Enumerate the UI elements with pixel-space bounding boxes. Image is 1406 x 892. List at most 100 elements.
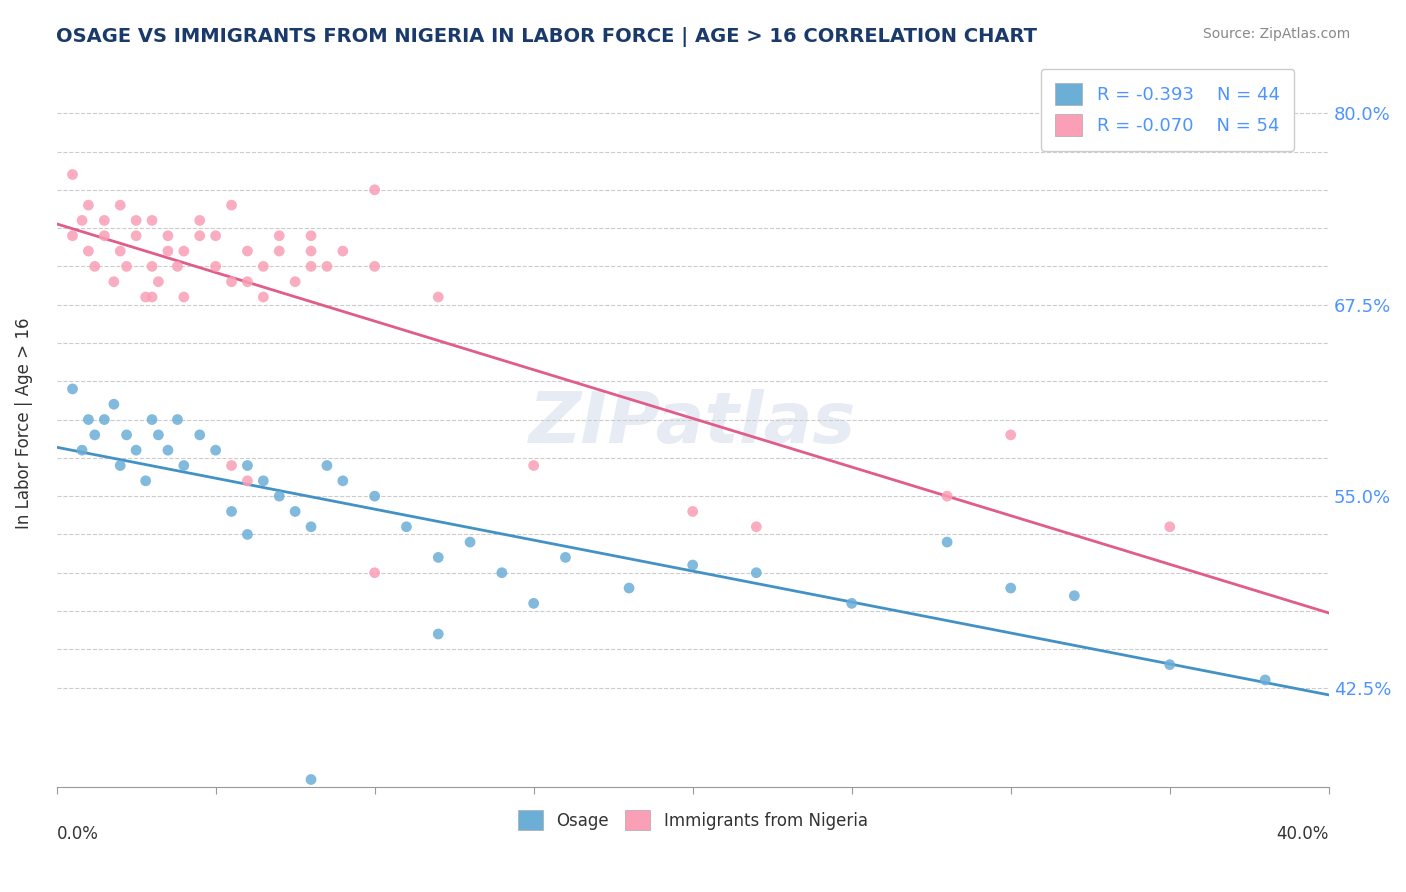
Point [299, 244, 322, 258]
Point [236, 244, 259, 258]
Point [70, 213, 93, 227]
Point [93, 228, 115, 243]
Point [252, 260, 274, 274]
Point [1159, 657, 1181, 672]
Point [70, 443, 93, 458]
Point [156, 244, 179, 258]
Point [936, 489, 959, 503]
Text: ZIPatlas: ZIPatlas [529, 389, 856, 458]
Point [284, 504, 307, 518]
Point [427, 290, 450, 304]
Point [77, 244, 100, 258]
Point [363, 489, 385, 503]
Point [221, 198, 243, 212]
Point [363, 183, 385, 197]
Point [363, 566, 385, 580]
Point [156, 228, 179, 243]
Point [236, 275, 259, 289]
Point [427, 627, 450, 641]
Point [141, 213, 163, 227]
Point [236, 474, 259, 488]
Point [221, 458, 243, 473]
Point [363, 260, 385, 274]
Point [173, 458, 195, 473]
Point [332, 244, 354, 258]
Point [1000, 581, 1022, 595]
Point [617, 581, 640, 595]
Point [252, 290, 274, 304]
Text: 40.0%: 40.0% [1277, 825, 1329, 844]
Point [332, 474, 354, 488]
Point [115, 428, 138, 442]
Point [166, 260, 188, 274]
Point [110, 198, 132, 212]
Point [62, 228, 84, 243]
Y-axis label: In Labor Force | Age > 16: In Labor Force | Age > 16 [15, 318, 32, 529]
Point [204, 260, 226, 274]
Point [427, 550, 450, 565]
Point [166, 412, 188, 426]
Point [221, 504, 243, 518]
Point [236, 458, 259, 473]
Point [1000, 428, 1022, 442]
Point [236, 527, 259, 541]
Point [125, 443, 148, 458]
Point [936, 535, 959, 549]
Point [110, 458, 132, 473]
Point [62, 382, 84, 396]
Point [188, 428, 211, 442]
Point [682, 558, 704, 572]
Point [299, 228, 322, 243]
Point [269, 244, 291, 258]
Point [141, 290, 163, 304]
Point [221, 275, 243, 289]
Point [135, 474, 157, 488]
Point [83, 260, 105, 274]
Point [1159, 520, 1181, 534]
Point [316, 260, 339, 274]
Point [62, 168, 84, 182]
Point [156, 443, 179, 458]
Text: 0.0%: 0.0% [56, 825, 98, 844]
Point [269, 228, 291, 243]
Point [77, 412, 100, 426]
Point [125, 213, 148, 227]
Point [458, 535, 481, 549]
Point [188, 213, 211, 227]
Point [316, 458, 339, 473]
Legend: R = -0.393    N = 44, R = -0.070    N = 54: R = -0.393 N = 44, R = -0.070 N = 54 [1040, 69, 1295, 151]
Point [299, 520, 322, 534]
Text: OSAGE VS IMMIGRANTS FROM NIGERIA IN LABOR FORCE | AGE > 16 CORRELATION CHART: OSAGE VS IMMIGRANTS FROM NIGERIA IN LABO… [56, 27, 1038, 46]
Point [141, 260, 163, 274]
Point [554, 550, 576, 565]
Point [841, 596, 863, 610]
Point [188, 228, 211, 243]
Point [299, 772, 322, 787]
Point [284, 275, 307, 289]
Point [204, 443, 226, 458]
Point [148, 428, 170, 442]
Point [523, 596, 546, 610]
Point [1063, 589, 1085, 603]
Point [252, 474, 274, 488]
Point [135, 290, 157, 304]
Text: Source: ZipAtlas.com: Source: ZipAtlas.com [1202, 27, 1350, 41]
Point [173, 290, 195, 304]
Point [141, 412, 163, 426]
Point [269, 489, 291, 503]
Point [103, 275, 125, 289]
Point [1254, 673, 1277, 687]
Point [103, 397, 125, 411]
Point [745, 520, 768, 534]
Point [299, 260, 322, 274]
Point [395, 520, 418, 534]
Point [110, 244, 132, 258]
Point [491, 566, 513, 580]
Point [125, 228, 148, 243]
Point [745, 566, 768, 580]
Point [83, 428, 105, 442]
Point [93, 213, 115, 227]
Point [93, 412, 115, 426]
Point [523, 458, 546, 473]
Point [115, 260, 138, 274]
